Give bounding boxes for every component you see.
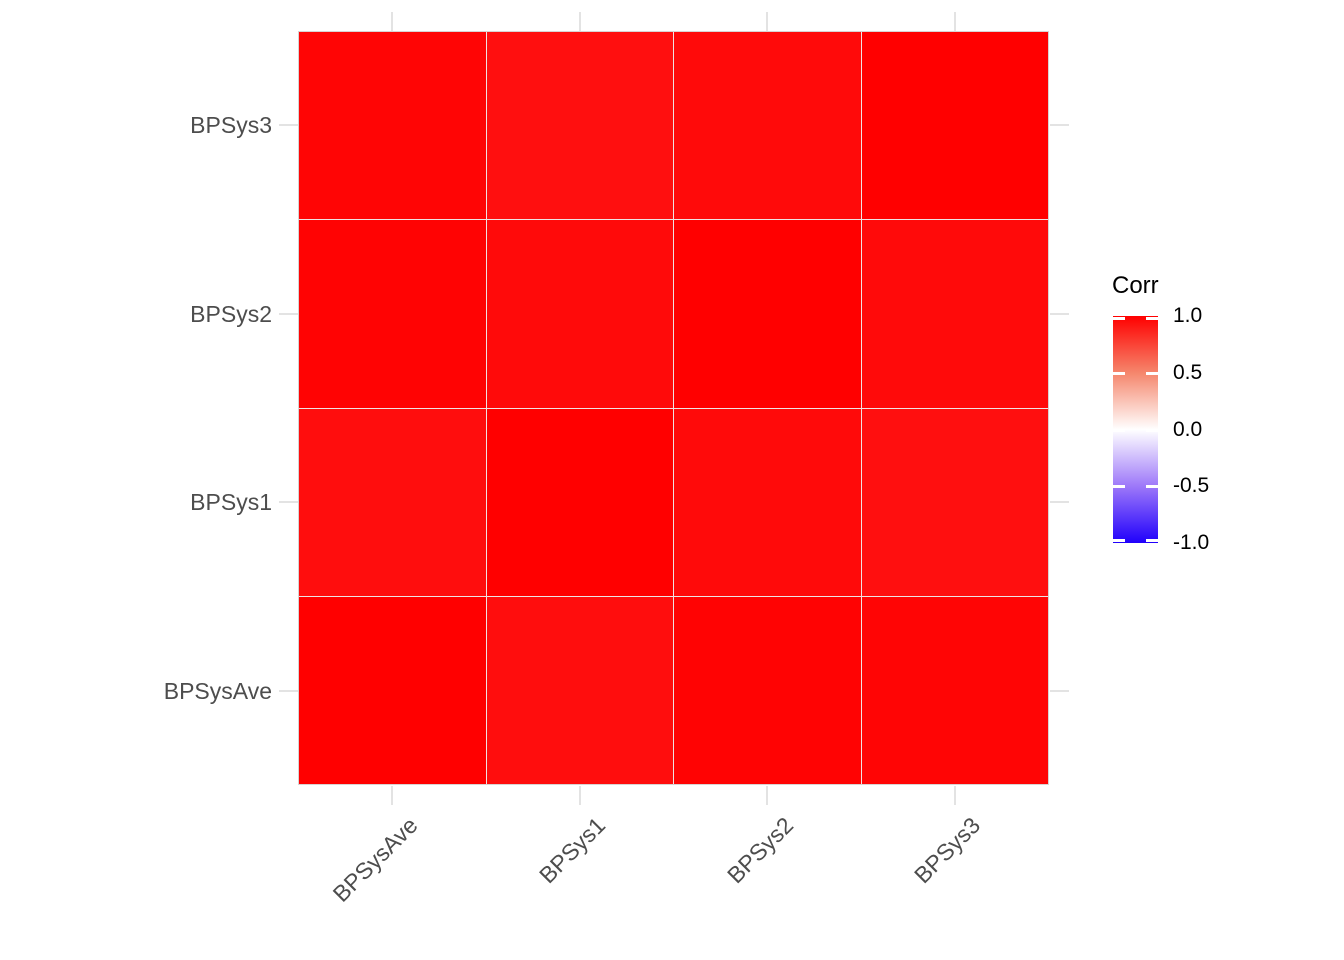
grid-stub — [954, 12, 957, 31]
grid-stub — [766, 12, 769, 31]
heatmap-cell-BPSys2-BPSys3 — [674, 32, 861, 220]
grid-stub — [578, 12, 581, 31]
grid-stub — [1050, 501, 1069, 504]
colorbar-tick — [1113, 485, 1125, 489]
grid-stub — [1050, 312, 1069, 315]
grid-stub — [279, 501, 298, 504]
colorbar-label-0.5: 0.5 — [1173, 360, 1203, 384]
heatmap-cell-BPSys2-BPSysAve — [674, 596, 861, 784]
heatmap-cell-BPSys2-BPSys2 — [674, 220, 861, 408]
colorbar-tick — [1113, 317, 1125, 320]
grid-stub — [279, 689, 298, 692]
heatmap-cell-BPSys1-BPSys1 — [486, 408, 673, 596]
y-axis-label-BPSys2: BPSys2 — [190, 300, 272, 327]
grid-stub — [390, 12, 393, 31]
colorbar-label--0.5: -0.5 — [1173, 474, 1210, 498]
grid-stub — [390, 786, 393, 805]
heatmap-cell-BPSysAve-BPSys3 — [299, 32, 486, 220]
grid-stub — [578, 786, 581, 805]
colorbar-tick — [1146, 428, 1158, 432]
y-axis-label-BPSys3: BPSys3 — [190, 112, 272, 139]
heatmap-cell-BPSys3-BPSys1 — [861, 408, 1048, 596]
heatmap-cell-BPSys3-BPSysAve — [861, 596, 1048, 784]
y-axis-label-BPSysAve: BPSysAve — [163, 677, 272, 704]
colorbar-tick — [1113, 371, 1125, 375]
grid-stub — [279, 124, 298, 127]
legend-title: Corr — [1112, 272, 1159, 299]
colorbar-tick — [1146, 539, 1158, 542]
heatmap-cell-BPSys3-BPSys2 — [861, 220, 1048, 408]
colorbar-tick — [1146, 317, 1158, 320]
colorbar-label-0.0: 0.0 — [1173, 417, 1203, 441]
grid-stub — [954, 786, 957, 805]
grid-stub — [1050, 689, 1069, 692]
colorbar-label-1.0: 1.0 — [1173, 304, 1203, 327]
grid-stub — [279, 312, 298, 315]
x-axis-label-anchor: BPSys3 — [747, 812, 985, 888]
grid-stub — [766, 786, 769, 805]
heatmap-cell-BPSys1-BPSysAve — [486, 596, 673, 784]
colorbar-tick — [1113, 539, 1125, 542]
heatmap-cell-BPSys1-BPSys2 — [486, 220, 673, 408]
heatmap-cell-BPSys2-BPSys1 — [674, 408, 861, 596]
y-axis-label-BPSys1: BPSys1 — [190, 489, 272, 516]
colorbar-tick — [1113, 428, 1125, 432]
heatmap-cell-BPSys3-BPSys3 — [861, 32, 1048, 220]
colorbar-tick — [1146, 371, 1158, 375]
grid-stub — [1050, 124, 1069, 127]
colorbar-label--1.0: -1.0 — [1173, 531, 1210, 554]
heatmap-cell-BPSysAve-BPSys2 — [299, 220, 486, 408]
heatmap-cell-BPSysAve-BPSys1 — [299, 408, 486, 596]
x-axis-label-BPSys3: BPSys3 — [909, 812, 986, 889]
colorbar-tick — [1146, 485, 1158, 489]
heatmap-cell-BPSysAve-BPSysAve — [299, 596, 486, 784]
heatmap-panel — [298, 31, 1049, 785]
heatmap-cell-BPSys1-BPSys3 — [486, 32, 673, 220]
